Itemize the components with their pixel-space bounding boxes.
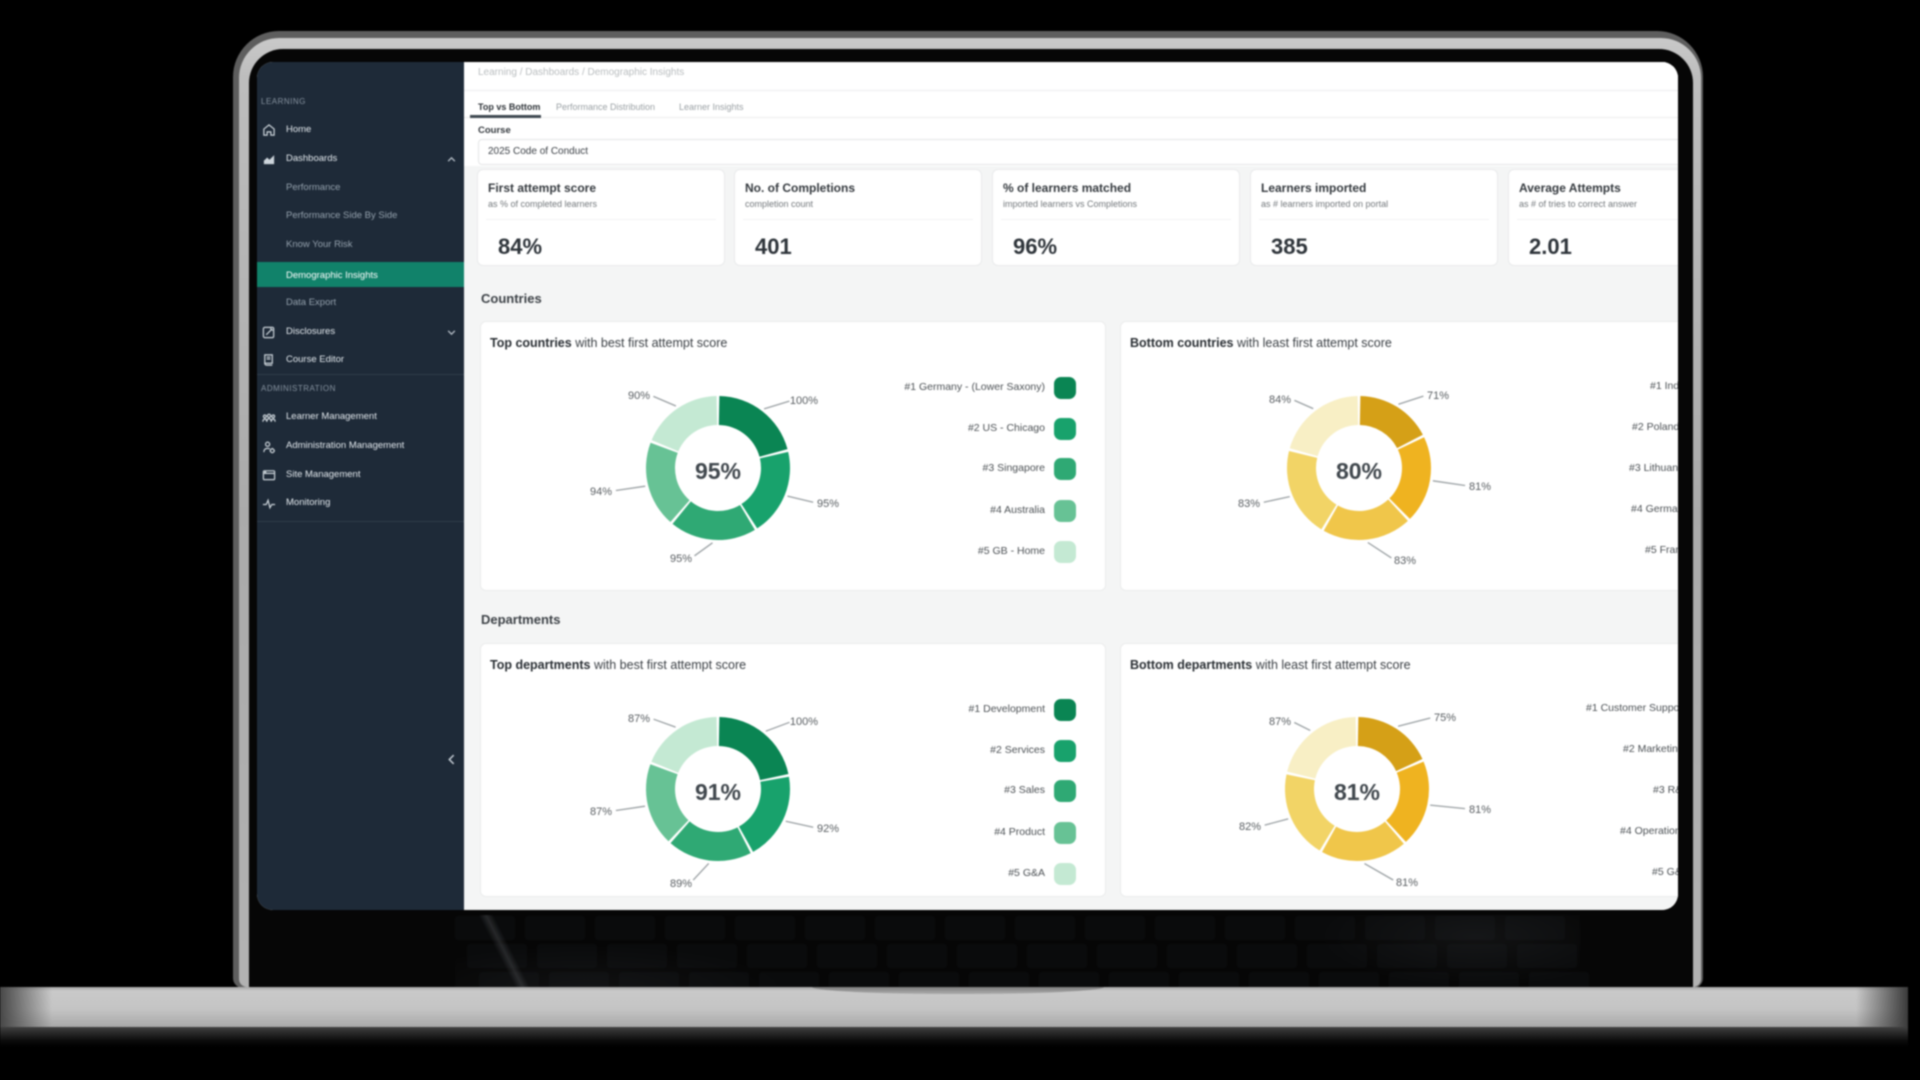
svg-text:81%: 81%: [1469, 804, 1491, 816]
svg-text:94%: 94%: [590, 486, 612, 498]
svg-text:100%: 100%: [790, 395, 818, 407]
svg-text:80%: 80%: [1336, 458, 1382, 484]
svg-text:95%: 95%: [670, 553, 692, 565]
svg-text:90%: 90%: [628, 390, 650, 402]
svg-text:83%: 83%: [1238, 498, 1260, 510]
svg-text:87%: 87%: [1269, 716, 1291, 728]
svg-text:87%: 87%: [628, 713, 650, 725]
svg-text:81%: 81%: [1469, 481, 1491, 493]
svg-text:89%: 89%: [670, 878, 692, 890]
svg-text:91%: 91%: [695, 779, 741, 805]
svg-text:71%: 71%: [1427, 390, 1449, 402]
svg-text:75%: 75%: [1434, 712, 1456, 724]
svg-text:100%: 100%: [790, 716, 818, 728]
svg-text:81%: 81%: [1396, 877, 1418, 889]
svg-text:95%: 95%: [817, 498, 839, 510]
svg-text:82%: 82%: [1239, 821, 1261, 833]
svg-text:81%: 81%: [1334, 779, 1380, 805]
svg-text:95%: 95%: [695, 458, 741, 484]
svg-text:84%: 84%: [1269, 394, 1291, 406]
svg-text:87%: 87%: [590, 806, 612, 818]
svg-text:83%: 83%: [1394, 555, 1416, 567]
svg-text:92%: 92%: [817, 823, 839, 835]
